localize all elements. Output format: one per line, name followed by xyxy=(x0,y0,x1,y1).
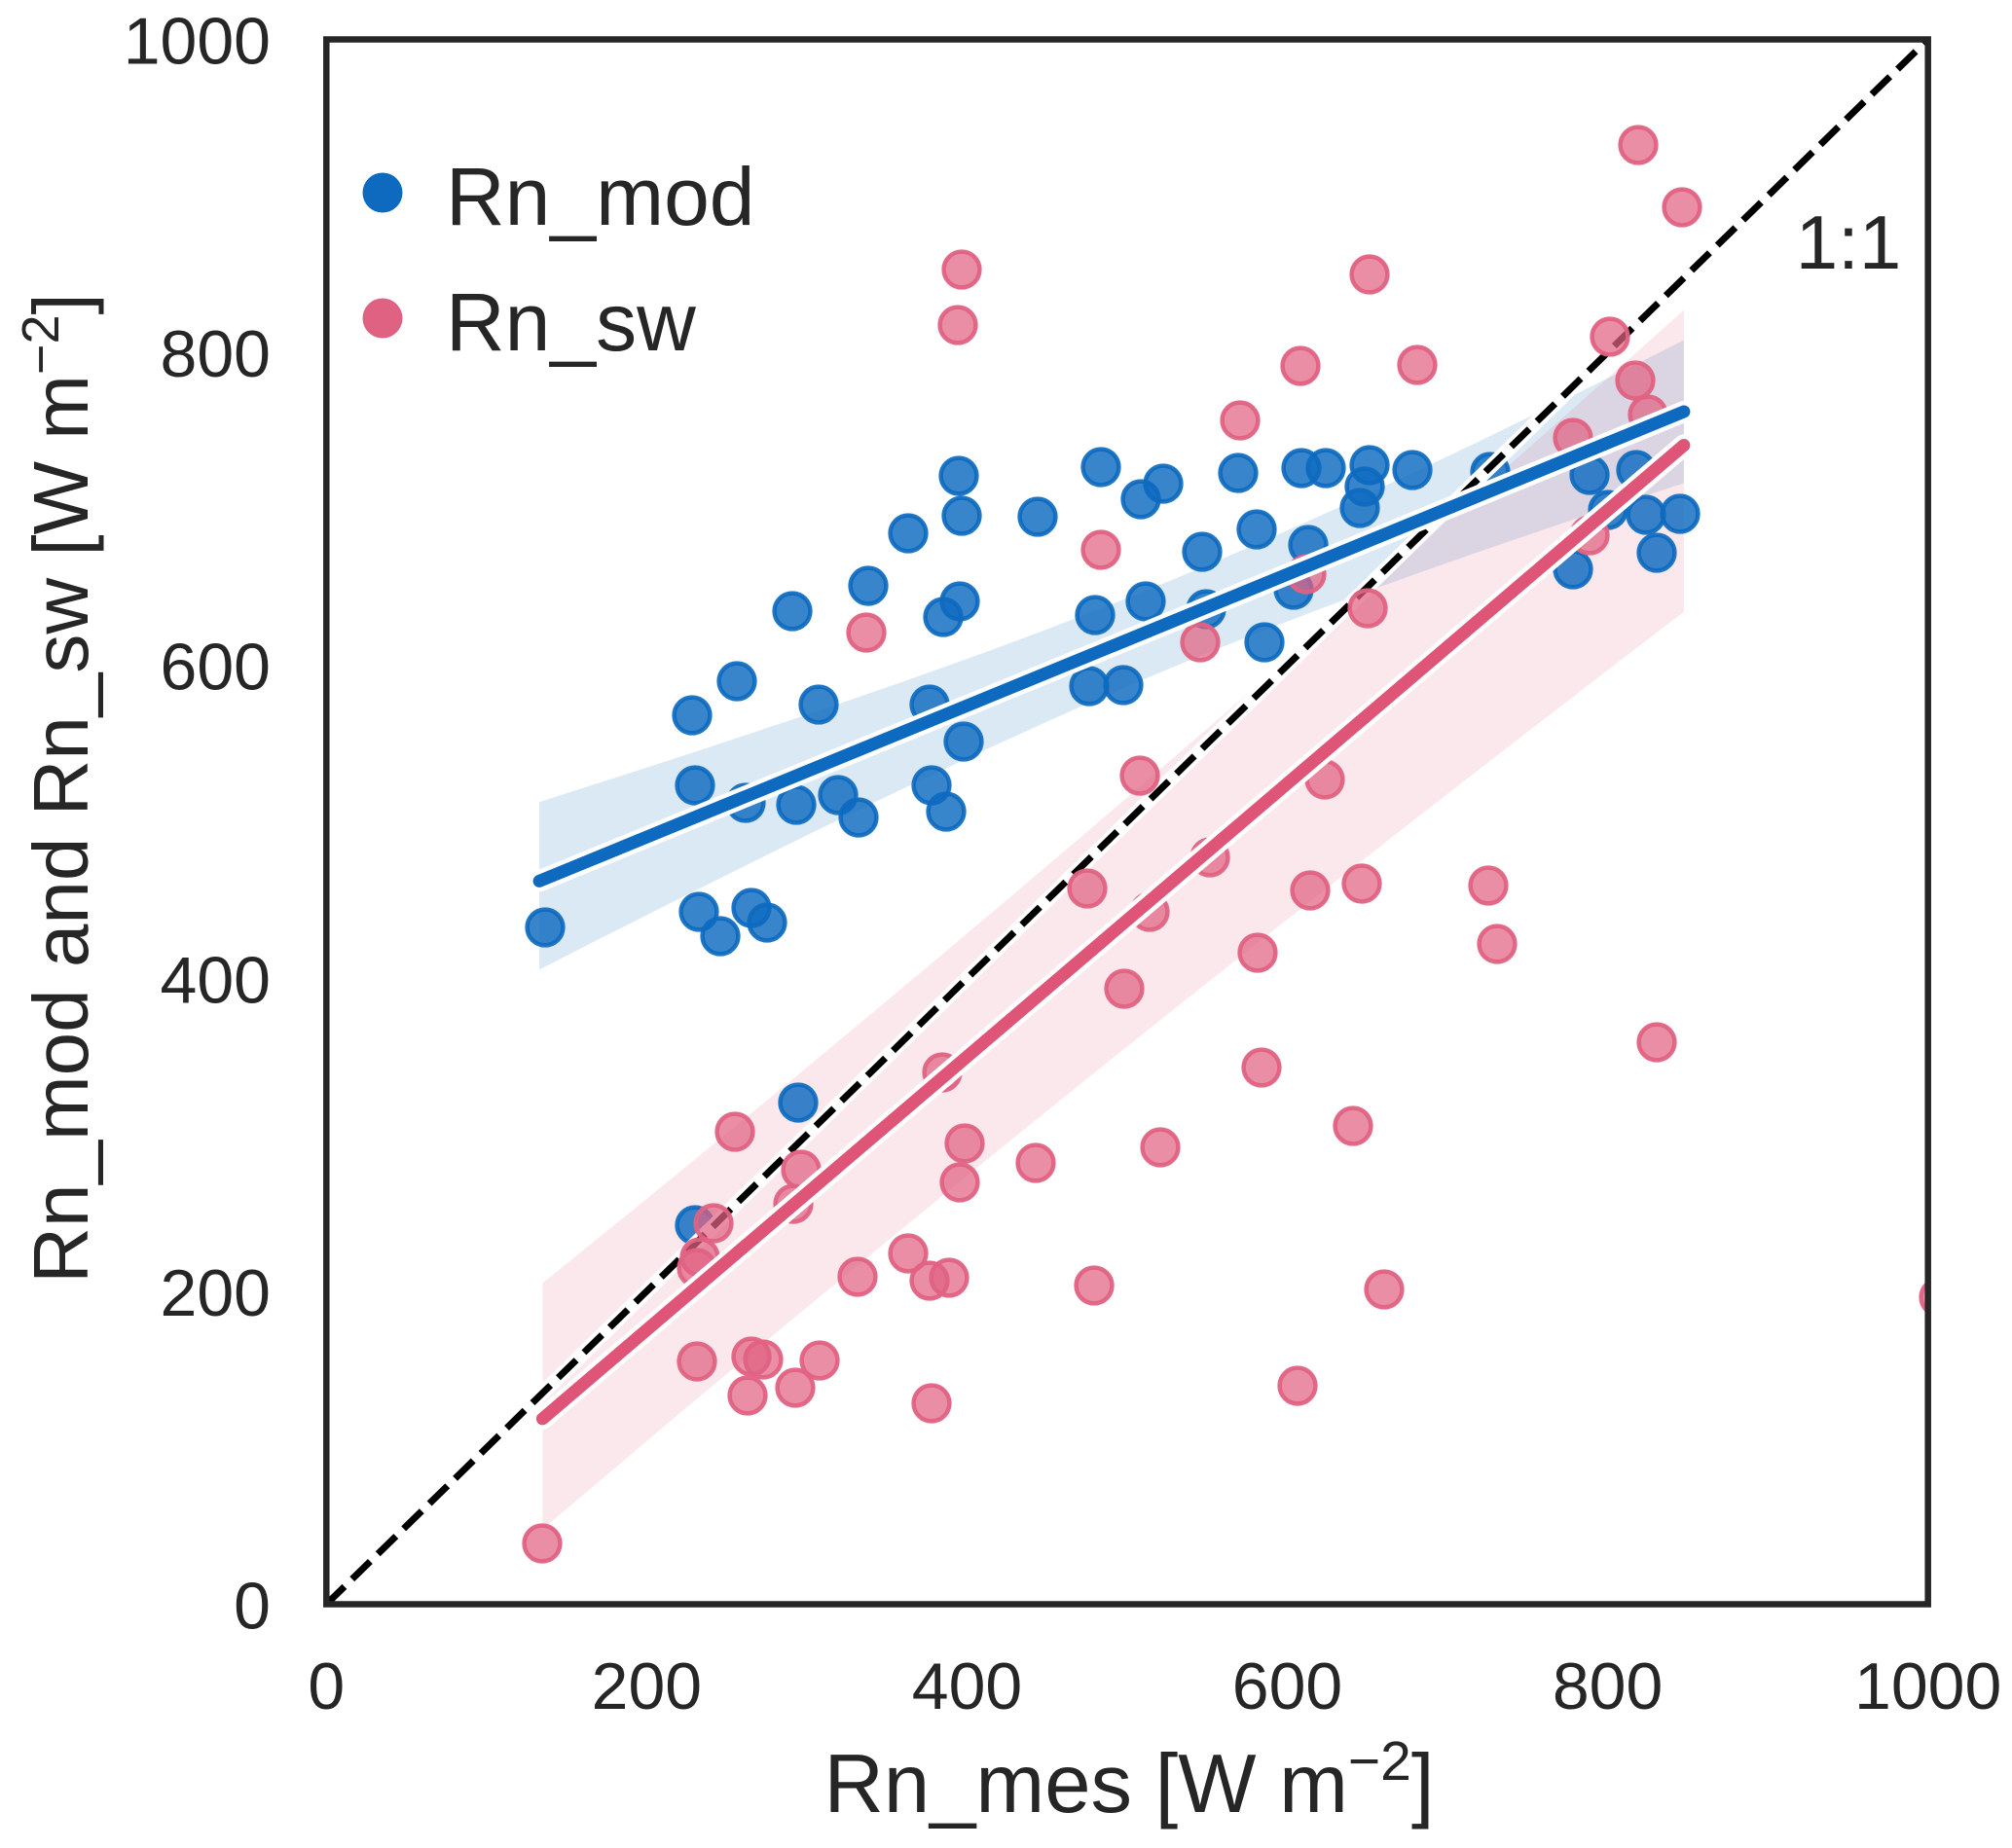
svg-text:Rn_mod: Rn_mod xyxy=(446,151,755,242)
svg-text:1:1: 1:1 xyxy=(1796,199,1901,285)
svg-text:200: 200 xyxy=(161,1256,271,1330)
svg-text:0: 0 xyxy=(234,1570,271,1644)
svg-text:600: 600 xyxy=(1232,1649,1342,1723)
svg-text:800: 800 xyxy=(1553,1649,1663,1723)
svg-text:200: 200 xyxy=(592,1649,702,1723)
svg-text:800: 800 xyxy=(161,317,271,391)
svg-text:400: 400 xyxy=(161,943,271,1017)
svg-text:1000: 1000 xyxy=(124,5,271,79)
svg-text:1000: 1000 xyxy=(1854,1649,2001,1723)
svg-text:Rn_sw: Rn_sw xyxy=(446,276,696,368)
svg-text:0: 0 xyxy=(308,1649,345,1723)
svg-text:400: 400 xyxy=(912,1649,1022,1723)
svg-text:Rn_mes [W m−2]: Rn_mes [W m−2] xyxy=(823,1730,1434,1830)
svg-text:Rn_mod and Rn_sw [W m−2]: Rn_mod and Rn_sw [W m−2] xyxy=(12,293,104,1283)
svg-text:600: 600 xyxy=(161,631,271,705)
